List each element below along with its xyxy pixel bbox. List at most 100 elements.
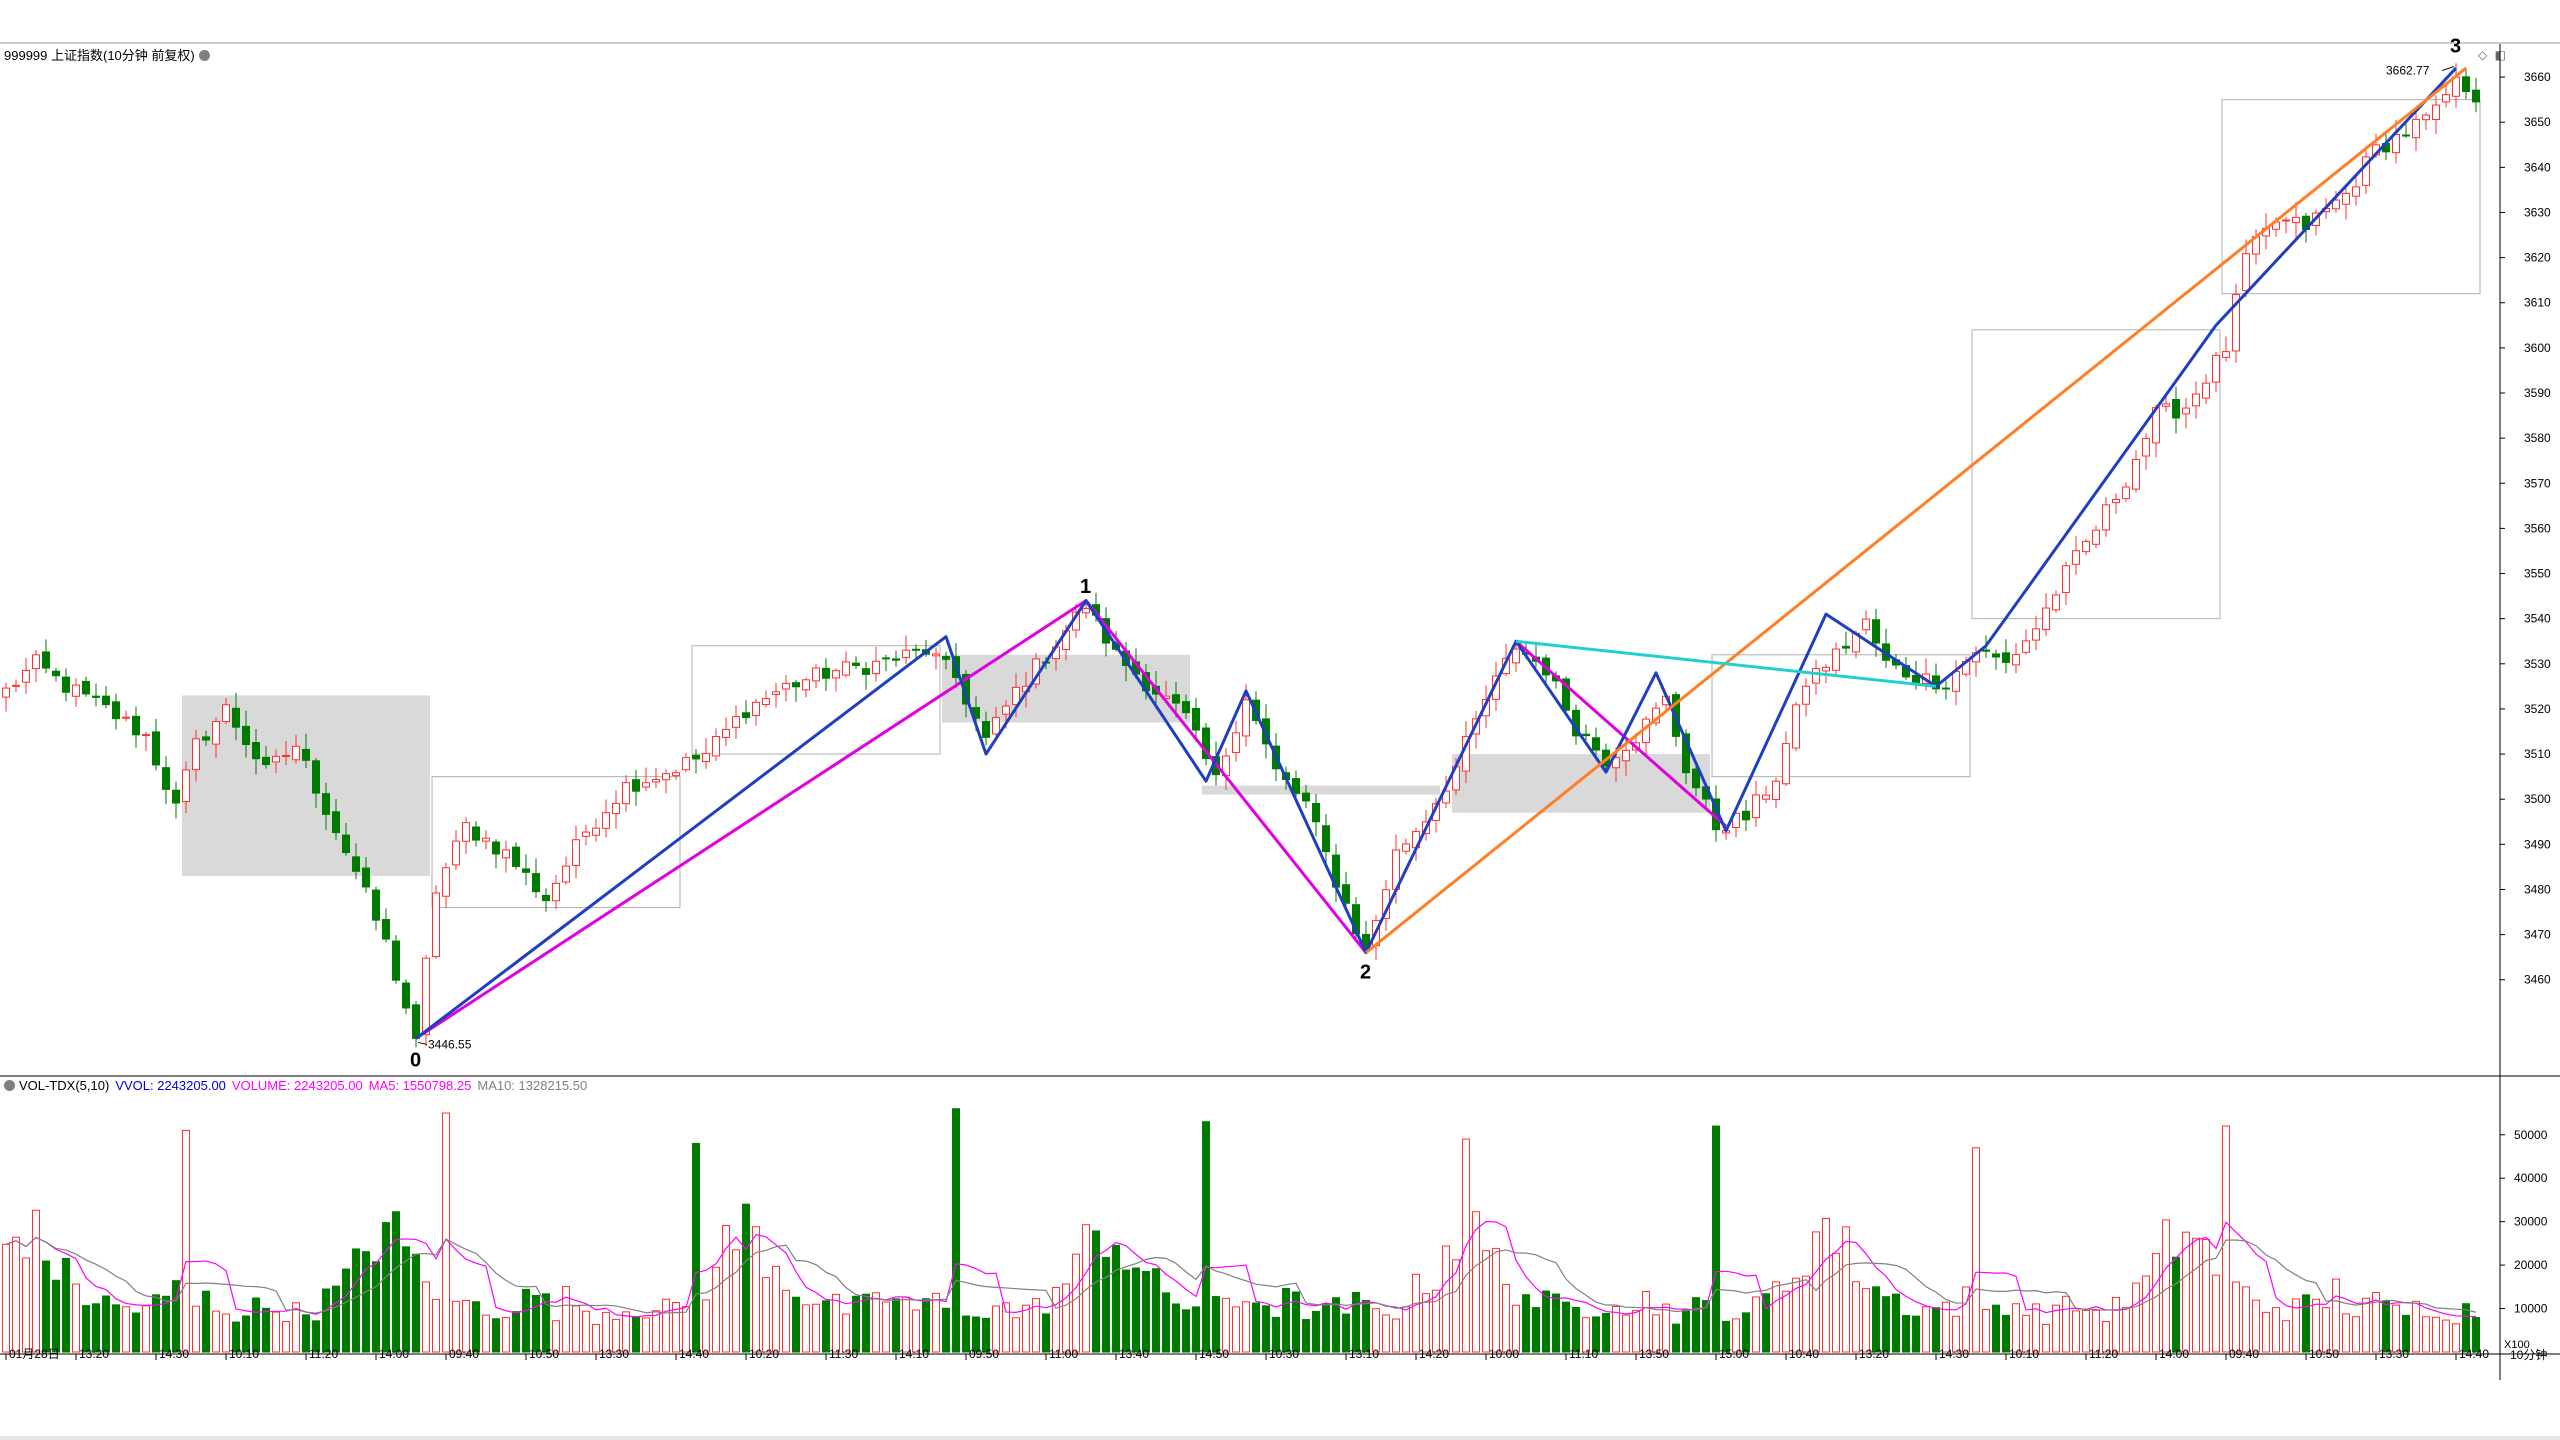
volume-bar[interactable]	[152, 1294, 160, 1353]
volume-bar[interactable]	[1872, 1286, 1880, 1353]
volume-bar[interactable]	[982, 1317, 990, 1353]
candle-body[interactable]	[272, 755, 280, 763]
volume-bar[interactable]	[1232, 1306, 1240, 1353]
volume-bar[interactable]	[1762, 1293, 1770, 1353]
candle-body[interactable]	[2332, 199, 2340, 210]
volume-bar[interactable]	[1442, 1245, 1450, 1353]
volume-bar[interactable]	[2062, 1295, 2070, 1353]
volume-bar[interactable]	[1952, 1315, 1960, 1353]
volume-bar[interactable]	[1712, 1125, 1720, 1353]
candle-body[interactable]	[382, 919, 390, 940]
volume-bar[interactable]	[2272, 1307, 2280, 1353]
candle-body[interactable]	[222, 704, 230, 723]
volume-bar[interactable]	[1752, 1296, 1760, 1353]
candle-body[interactable]	[502, 849, 510, 859]
volume-bar[interactable]	[1862, 1288, 1870, 1353]
volume-bar[interactable]	[282, 1321, 290, 1353]
volume-bar[interactable]	[222, 1313, 230, 1353]
volume-bar[interactable]	[1132, 1267, 1140, 1353]
candle-body[interactable]	[902, 649, 910, 659]
volume-bar[interactable]	[802, 1304, 810, 1353]
volume-bar[interactable]	[2382, 1301, 2390, 1353]
candle-body[interactable]	[982, 721, 990, 738]
volume-bar[interactable]	[1012, 1317, 1020, 1353]
candle-body[interactable]	[762, 698, 770, 705]
volume-bar[interactable]	[1572, 1307, 1580, 1353]
volume-bar[interactable]	[1602, 1312, 1610, 1353]
volume-bar[interactable]	[1512, 1304, 1520, 1353]
candle-body[interactable]	[512, 846, 520, 867]
volume-bar[interactable]	[452, 1300, 460, 1353]
volume-bar[interactable]	[2442, 1319, 2450, 1353]
volume-bar[interactable]	[2092, 1309, 2100, 1353]
orange-trend-line[interactable]	[1365, 66, 2467, 954]
volume-bar[interactable]	[1622, 1314, 1630, 1353]
candle-body[interactable]	[1802, 685, 1810, 705]
volume-bar[interactable]	[2232, 1281, 2240, 1353]
volume-bar[interactable]	[112, 1304, 120, 1353]
volume-bar[interactable]	[1292, 1291, 1300, 1353]
candle-body[interactable]	[292, 745, 300, 761]
volume-bar[interactable]	[1682, 1309, 1690, 1353]
candle-body[interactable]	[2292, 216, 2300, 224]
volume-bar[interactable]	[442, 1112, 450, 1353]
volume-bar[interactable]	[972, 1316, 980, 1353]
volume-bar[interactable]	[402, 1246, 410, 1353]
volume-bar[interactable]	[862, 1293, 870, 1353]
volume-bar[interactable]	[302, 1314, 310, 1353]
volume-bar[interactable]	[1492, 1247, 1500, 1353]
volume-bar[interactable]	[652, 1310, 660, 1353]
volume-bar[interactable]	[1032, 1298, 1040, 1353]
candle-body[interactable]	[1752, 794, 1760, 819]
candle-body[interactable]	[702, 752, 710, 763]
candle-body[interactable]	[742, 712, 750, 719]
candle-body[interactable]	[642, 782, 650, 788]
candle-body[interactable]	[362, 867, 370, 888]
volume-bar[interactable]	[1392, 1318, 1400, 1353]
volume-bar[interactable]	[1022, 1304, 1030, 1353]
volume-bar[interactable]	[1472, 1211, 1480, 1353]
volume-bar[interactable]	[352, 1248, 360, 1353]
volume-bar[interactable]	[2172, 1256, 2180, 1353]
candle-body[interactable]	[2282, 219, 2290, 222]
volume-bar[interactable]	[642, 1317, 650, 1353]
settings-icon[interactable]	[198, 50, 210, 61]
volume-bar[interactable]	[1382, 1314, 1390, 1353]
volume-bar[interactable]	[2292, 1298, 2300, 1353]
candle-body[interactable]	[192, 738, 200, 771]
candle-body[interactable]	[712, 736, 720, 757]
candle-body[interactable]	[22, 669, 30, 683]
candle-body[interactable]	[312, 760, 320, 794]
candle-body[interactable]	[472, 826, 480, 841]
volume-bar[interactable]	[1692, 1297, 1700, 1353]
volume-bar[interactable]	[1702, 1300, 1710, 1353]
volume-bar[interactable]	[1982, 1308, 1990, 1353]
candle-body[interactable]	[682, 757, 690, 771]
volume-bar[interactable]	[2372, 1292, 2380, 1353]
volume-bar[interactable]	[502, 1317, 510, 1353]
volume-bar[interactable]	[722, 1224, 730, 1353]
candle-body[interactable]	[1762, 794, 1770, 800]
candle-body[interactable]	[52, 670, 60, 677]
volume-bar[interactable]	[392, 1211, 400, 1353]
candle-body[interactable]	[1732, 812, 1740, 828]
volume-bar[interactable]	[692, 1142, 700, 1353]
candle-body[interactable]	[1612, 757, 1620, 769]
volume-bar[interactable]	[1562, 1301, 1570, 1353]
candle-body[interactable]	[1232, 732, 1240, 753]
volume-bar[interactable]	[22, 1257, 30, 1353]
volume-bar[interactable]	[1252, 1302, 1260, 1353]
volume-bar[interactable]	[572, 1305, 580, 1353]
volume-bar[interactable]	[782, 1289, 790, 1353]
candle-body[interactable]	[432, 892, 440, 958]
volume-bar[interactable]	[2122, 1307, 2130, 1353]
volume-bar[interactable]	[82, 1305, 90, 1353]
volume-bar[interactable]	[1242, 1301, 1250, 1353]
volume-bar[interactable]	[602, 1311, 610, 1353]
candle-body[interactable]	[1942, 687, 1950, 690]
volume-bar[interactable]	[1792, 1277, 1800, 1353]
volume-bar[interactable]	[2252, 1299, 2260, 1353]
volume-bar[interactable]	[2152, 1253, 2160, 1353]
volume-bar[interactable]	[2162, 1219, 2170, 1353]
candle-body[interactable]	[1302, 792, 1310, 802]
